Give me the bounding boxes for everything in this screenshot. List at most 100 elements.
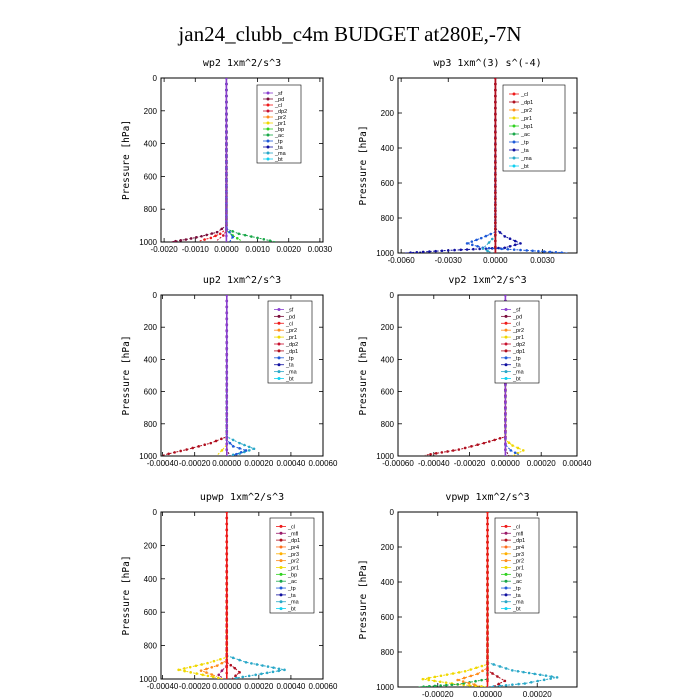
y-tick-label: 200 xyxy=(381,109,395,118)
data-point-dp1 xyxy=(494,239,497,243)
legend: _sf_pd_cl_pr2_pr1_dp2_dp1_tp_ta_ma_bt xyxy=(267,300,313,384)
data-point-sf xyxy=(225,424,229,428)
data-point-ma xyxy=(255,663,259,666)
legend-label: _pd xyxy=(274,97,284,103)
data-point-ac xyxy=(480,678,483,682)
data-point-sf xyxy=(225,329,229,333)
y-tick-label: 600 xyxy=(381,388,395,397)
data-point-pr1 xyxy=(445,673,449,676)
y-tick-label: 0 xyxy=(390,74,395,83)
legend-label: _pr1 xyxy=(512,335,524,341)
x-tick-label: 0.00020 xyxy=(244,459,273,468)
y-axis-label: Pressure [hPa] xyxy=(358,559,369,639)
data-point-dp1 xyxy=(494,78,497,80)
y-tick-label: 1000 xyxy=(376,452,394,461)
x-tick-label: -0.00020 xyxy=(454,459,486,468)
x-tick-label: 0.00020 xyxy=(523,690,552,699)
data-point-cl xyxy=(486,595,489,598)
data-point-cl xyxy=(486,625,489,628)
data-point-cl xyxy=(225,534,229,538)
legend-label: _cl xyxy=(520,92,528,98)
x-tick-label: 0.00060 xyxy=(309,459,338,468)
y-tick-label: 1000 xyxy=(376,683,394,692)
data-point-cl xyxy=(486,552,489,556)
data-point-tp xyxy=(476,244,479,248)
data-point-cl xyxy=(225,576,229,579)
data-point-sf xyxy=(225,430,229,434)
data-point-dp1 xyxy=(494,143,497,146)
legend-marker xyxy=(279,572,283,576)
data-point-ma xyxy=(529,680,533,684)
legend-marker xyxy=(504,370,508,374)
chart-title: up2 1xm^2/s^3 xyxy=(203,275,281,286)
legend-marker xyxy=(266,145,270,149)
data-point-pd xyxy=(179,239,183,242)
data-point-tp xyxy=(554,250,558,253)
data-point-ma xyxy=(283,668,286,672)
data-point-ma xyxy=(533,672,537,676)
data-point-ta xyxy=(434,249,437,253)
y-tick-label: 800 xyxy=(381,214,395,223)
legend-label: _pr1 xyxy=(512,566,524,572)
data-point-pd xyxy=(184,238,188,241)
x-tick-label: -0.00040 xyxy=(147,459,179,468)
data-point-tp xyxy=(475,238,478,242)
data-point-dp1 xyxy=(494,161,497,164)
legend-marker xyxy=(504,328,508,332)
y-tick-label: 800 xyxy=(144,205,158,214)
data-point-sf xyxy=(225,395,229,398)
series-line-ac xyxy=(417,512,488,687)
legend-marker xyxy=(277,328,281,332)
legend-label: _pd xyxy=(285,314,295,320)
data-point-ma xyxy=(272,666,275,669)
y-tick-label: 1000 xyxy=(139,238,157,247)
data-point-dp1 xyxy=(482,441,486,445)
legend-marker xyxy=(277,377,281,381)
legend-marker xyxy=(266,91,270,95)
data-point-pr1 xyxy=(468,684,471,687)
x-tick-label: -0.00020 xyxy=(179,459,211,468)
data-point-ma xyxy=(254,673,257,677)
legend-label: _bt xyxy=(512,607,521,613)
legend-label: _ma xyxy=(520,156,533,162)
figure-title: jan24_clubb_c4m BUDGET at280E,-7N xyxy=(178,22,522,46)
data-point-sf xyxy=(225,167,228,171)
plot-frame xyxy=(160,511,324,680)
data-point-dp1 xyxy=(487,440,491,443)
chart-panel-5: upwp 1xm^2/s^3 Pressure [hPa] 0 200 400 600 80… xyxy=(121,492,338,691)
data-point-tp xyxy=(531,249,534,253)
data-point-tp xyxy=(489,232,492,236)
x-tick-label: 0.00040 xyxy=(563,459,592,468)
x-tick-label: 0.0000 xyxy=(483,256,508,265)
data-point-ma xyxy=(550,675,553,678)
legend-label: _bp1 xyxy=(520,124,533,130)
legend-marker xyxy=(504,600,508,604)
data-point-pr1 xyxy=(220,449,224,452)
data-point-tp xyxy=(500,247,503,251)
legend-marker xyxy=(277,370,281,374)
data-point-cl xyxy=(225,653,229,657)
x-tick-label: 0.0020 xyxy=(276,245,301,254)
legend-marker xyxy=(266,157,270,161)
data-point-pr1 xyxy=(206,661,209,665)
legend: _cl _dp1 _pr2 _pr1 _bp1 _ac _tp _ta _ma _bt xyxy=(502,84,566,172)
data-point-cl xyxy=(225,558,229,562)
data-point-dp1 xyxy=(494,149,497,152)
y-tick-label: 400 xyxy=(381,578,395,587)
data-point-ma xyxy=(481,247,485,250)
legend-marker xyxy=(504,524,508,528)
data-point-sf xyxy=(504,383,507,386)
data-point-sf xyxy=(225,131,228,134)
data-point-sf xyxy=(225,383,229,386)
data-point-ma xyxy=(523,682,527,685)
data-point-cl xyxy=(225,522,229,526)
series-line-pr2 xyxy=(199,512,228,677)
chart-title: wp3 1xm^(3) s^(-4) xyxy=(433,58,541,69)
series-line-ma xyxy=(481,78,496,253)
data-point-sf xyxy=(225,442,229,446)
data-point-dp1 xyxy=(494,173,497,176)
data-point-ac xyxy=(450,683,454,687)
legend-marker xyxy=(279,538,283,542)
legend-label: _ma xyxy=(512,370,525,376)
